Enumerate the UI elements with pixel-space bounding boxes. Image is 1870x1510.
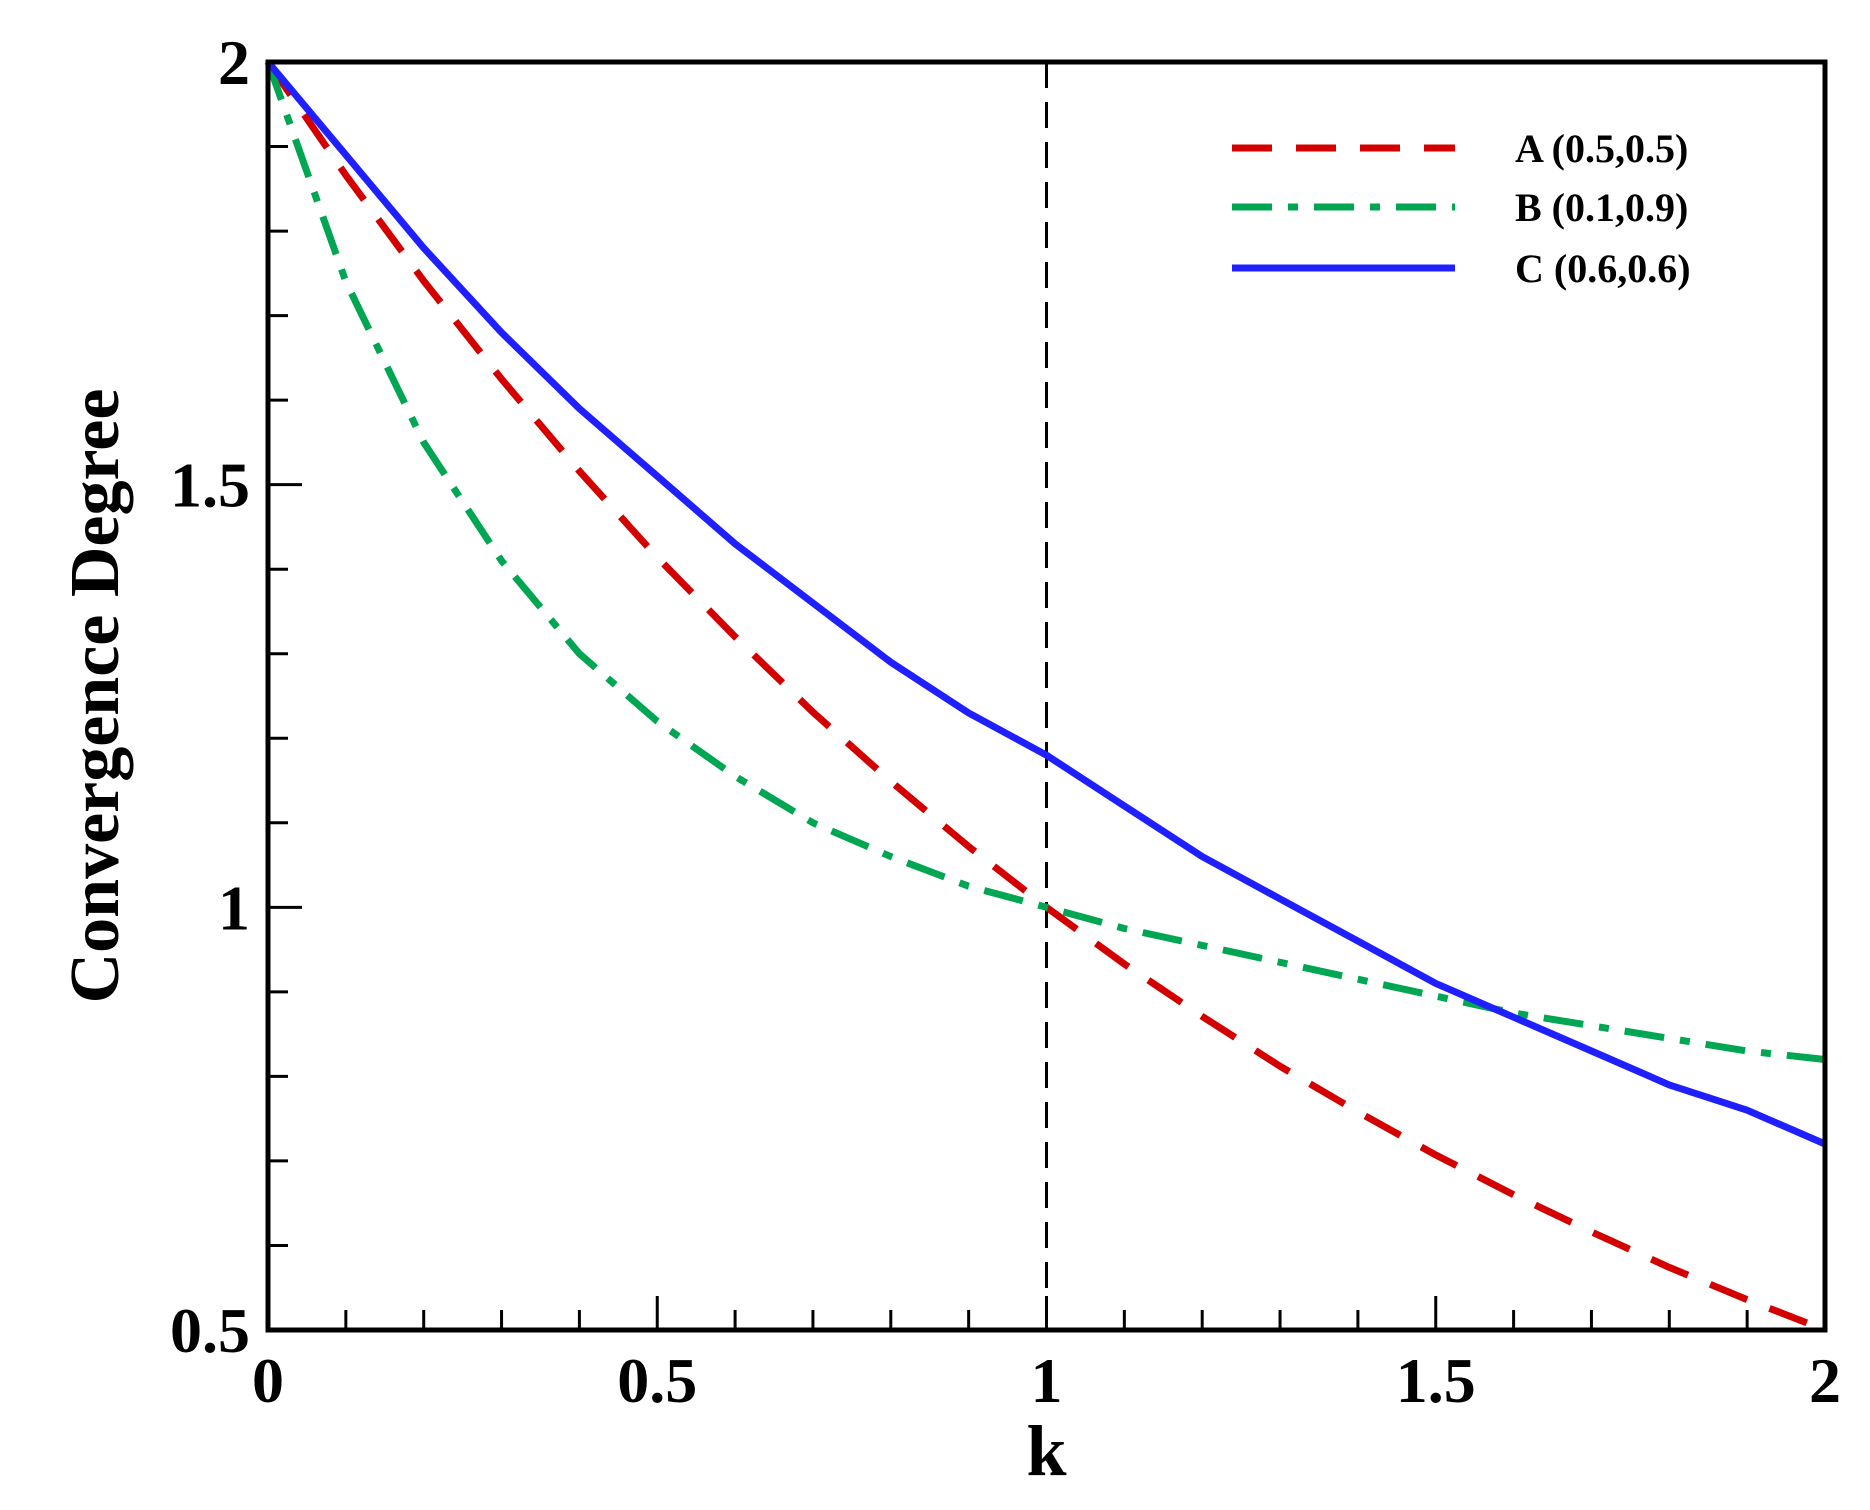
legend: A (0.5,0.5) B (0.1,0.9) C (0.6,0.6) <box>1232 126 1691 291</box>
legend-label: B (0.1,0.9) <box>1515 185 1688 230</box>
plot-frame <box>265 59 1828 1333</box>
series-layer <box>264 59 1827 1334</box>
x-tick-label: 2 <box>1809 1345 1841 1416</box>
x-tick-label: 1 <box>1031 1345 1063 1416</box>
series-line-b <box>264 60 1826 1063</box>
y-tick-label: 2 <box>218 27 250 98</box>
series-line-c <box>265 59 1827 1148</box>
tick-labels-layer: 0 0.5 1 1.5 20.511.52 <box>170 27 1841 1416</box>
y-tick-label: 1.5 <box>170 450 250 521</box>
legend-label: A (0.5,0.5) <box>1515 126 1688 171</box>
y-tick-label: 1 <box>218 872 250 943</box>
x-tick-label: 1.5 <box>1396 1345 1476 1416</box>
x-axis-label: k <box>1026 1411 1066 1491</box>
legend-label: C (0.6,0.6) <box>1515 246 1691 291</box>
x-tick-label: 0 <box>252 1345 284 1416</box>
y-axis-label: Convergence Degree <box>57 389 134 1004</box>
y-tick-label: 0.5 <box>170 1295 250 1366</box>
x-tick-label: 0.5 <box>617 1345 697 1416</box>
